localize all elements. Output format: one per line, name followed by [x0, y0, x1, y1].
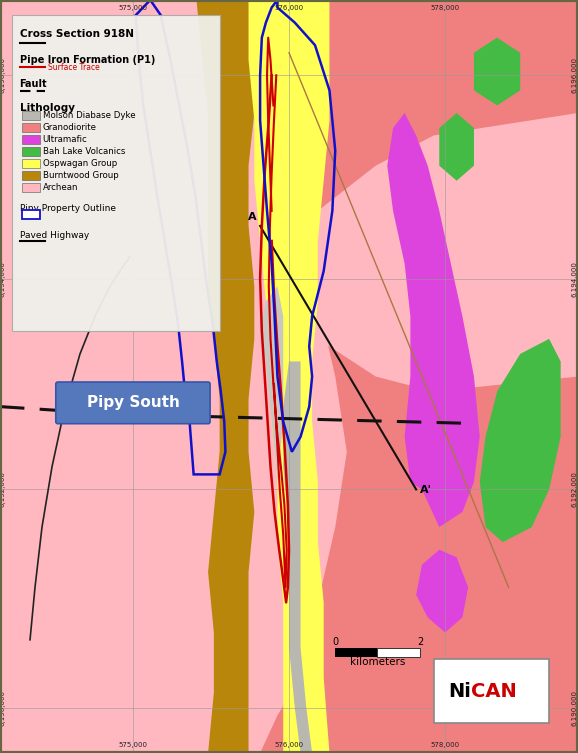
Polygon shape [260, 452, 578, 753]
Text: 2: 2 [417, 636, 423, 647]
Bar [12, 15, 220, 331]
Text: Molson Diabase Dyke: Molson Diabase Dyke [43, 111, 135, 120]
Text: Bah Lake Volcanics: Bah Lake Volcanics [43, 147, 125, 156]
Polygon shape [260, 286, 283, 482]
Bar [21, 123, 39, 132]
Bar [21, 111, 39, 120]
Text: Granodiorite: Granodiorite [43, 123, 97, 132]
Polygon shape [289, 0, 578, 753]
Text: Pipy Property Outline: Pipy Property Outline [20, 204, 116, 213]
Text: Ni: Ni [448, 681, 471, 701]
Polygon shape [197, 0, 254, 753]
Bar [21, 210, 39, 219]
Text: 575,000: 575,000 [118, 5, 147, 11]
Text: Pipy South: Pipy South [87, 395, 179, 410]
Text: CAN: CAN [471, 681, 517, 701]
Bar [377, 648, 420, 657]
Text: 6,196,000: 6,196,000 [572, 57, 578, 93]
Polygon shape [249, 0, 329, 753]
Text: 0: 0 [332, 636, 338, 647]
Text: Fault: Fault [20, 79, 47, 89]
Text: Lithology: Lithology [20, 103, 75, 113]
Polygon shape [480, 339, 561, 542]
Polygon shape [439, 113, 474, 181]
Text: A: A [247, 212, 256, 222]
Text: Pipe Iron Formation (P1): Pipe Iron Formation (P1) [20, 55, 155, 65]
Text: 6,192,000: 6,192,000 [572, 471, 578, 508]
Text: Archean: Archean [43, 183, 78, 192]
Bar [434, 659, 549, 723]
Text: Surface Trace: Surface Trace [47, 62, 99, 72]
Bar [21, 171, 39, 180]
Polygon shape [416, 550, 468, 633]
Bar [335, 648, 377, 657]
Text: 6,194,000: 6,194,000 [572, 261, 578, 297]
Text: kilometers: kilometers [350, 657, 405, 666]
Text: 6,190,000: 6,190,000 [0, 690, 6, 726]
Text: Burntwood Group: Burntwood Group [43, 171, 118, 180]
Text: 575,000: 575,000 [118, 742, 147, 748]
Bar [21, 159, 39, 168]
Text: A': A' [420, 486, 432, 495]
Bar [21, 147, 39, 156]
Text: 578,000: 578,000 [431, 5, 460, 11]
Text: Ultramafic: Ultramafic [43, 135, 87, 144]
Polygon shape [0, 188, 185, 753]
Bar [21, 183, 39, 192]
Bar [21, 135, 39, 144]
Polygon shape [283, 361, 312, 753]
Polygon shape [318, 113, 578, 392]
Text: Cross Section 918N: Cross Section 918N [20, 29, 134, 39]
Text: 6,192,000: 6,192,000 [0, 471, 6, 508]
Text: 6,196,000: 6,196,000 [0, 57, 6, 93]
Text: 578,000: 578,000 [431, 742, 460, 748]
Polygon shape [474, 38, 520, 105]
FancyBboxPatch shape [56, 382, 210, 424]
Text: 6,190,000: 6,190,000 [572, 690, 578, 726]
Text: Ospwagan Group: Ospwagan Group [43, 159, 117, 168]
Text: 576,000: 576,000 [275, 5, 303, 11]
Text: Paved Highway: Paved Highway [20, 231, 89, 240]
Text: 6,194,000: 6,194,000 [0, 261, 6, 297]
Text: 576,000: 576,000 [275, 742, 303, 748]
Polygon shape [0, 0, 75, 715]
Polygon shape [387, 113, 480, 527]
